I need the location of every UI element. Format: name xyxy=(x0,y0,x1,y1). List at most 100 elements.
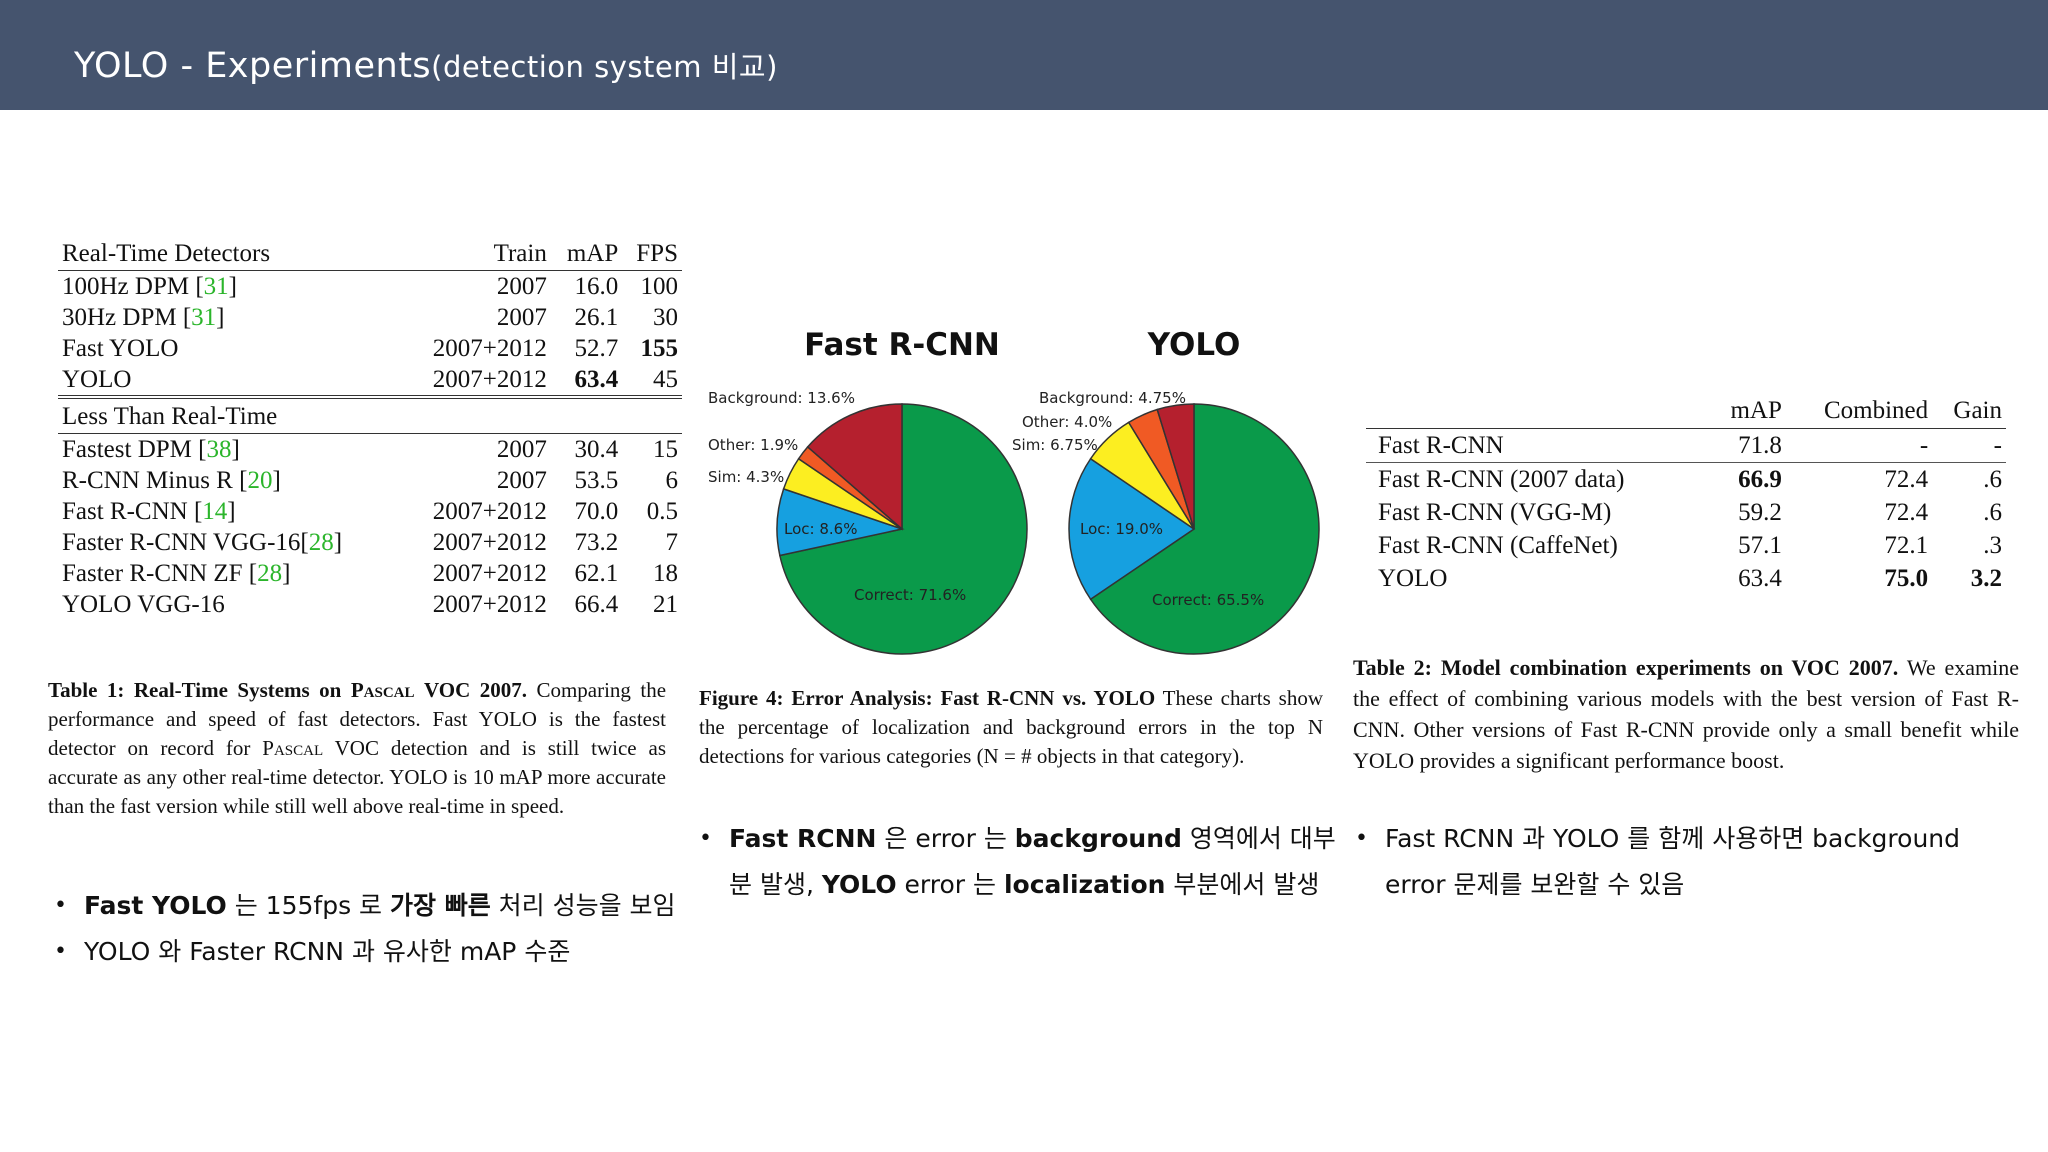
table-row: 100Hz DPM [31] 2007 16.0 100 xyxy=(58,271,682,303)
table-header-row: mAP Combined Gain xyxy=(1366,392,2006,429)
detector-name: YOLO VGG-16 xyxy=(62,591,225,618)
fps-cell: 15 xyxy=(653,436,678,463)
pie-slice-label: Background: 4.75% xyxy=(1039,389,1186,407)
table-row: Fast YOLO 2007+2012 52.7 155 xyxy=(58,333,682,364)
fps-cell: 6 xyxy=(665,467,679,494)
model-name: Fast R-CNN (VGG-M) xyxy=(1378,499,1612,526)
table-row: Faster R-CNN ZF [28] 2007+2012 62.1 18 xyxy=(58,558,682,589)
gain-cell: .3 xyxy=(1983,532,2002,559)
fps-cell: 45 xyxy=(622,364,682,399)
gain-cell: .6 xyxy=(1983,466,2002,493)
pie-slice-label: Loc: 19.0% xyxy=(1080,520,1163,538)
column-header: mAP xyxy=(550,236,623,271)
detector-name: 30Hz DPM [31] xyxy=(62,304,225,331)
model-name: YOLO xyxy=(1378,565,1448,592)
map-cell: 63.4 xyxy=(1738,565,1782,592)
column-header: Combined xyxy=(1785,392,1933,429)
table-row: YOLO VGG-16 2007+2012 66.4 21 xyxy=(58,589,682,620)
table-header-row: Real-Time Detectors Train mAP FPS xyxy=(58,236,682,271)
detector-name: Fastest DPM [38] xyxy=(62,436,240,463)
table-realtime-systems: Real-Time Detectors Train mAP FPS 100Hz … xyxy=(58,236,682,620)
pie-slice-label: Correct: 65.5% xyxy=(1152,591,1264,609)
pie-slice xyxy=(1156,403,1195,530)
pie-slice-label: Sim: 4.3% xyxy=(708,468,784,486)
train-cell: 2007 xyxy=(496,436,547,463)
detector-name: Faster R-CNN ZF [28] xyxy=(62,560,291,587)
detector-name: R-CNN Minus R [20] xyxy=(62,467,281,494)
pie-slice-label: Other: 1.9% xyxy=(708,436,798,454)
notes-right: Fast RCNN 과 YOLO 를 함께 사용하면 background er… xyxy=(1355,816,2005,908)
pie-slice-label: Sim: 6.75% xyxy=(1012,436,1098,454)
map-cell: 71.8 xyxy=(1708,428,1786,463)
note-item: YOLO 와 Faster RCNN 과 유사한 mAP 수준 xyxy=(54,929,694,975)
map-cell: 66.9 xyxy=(1738,466,1782,493)
pie-slice-label: Other: 4.0% xyxy=(1022,413,1112,431)
detector-name: YOLO xyxy=(58,364,405,399)
section-header-row: Less Than Real-Time xyxy=(58,397,682,434)
fps-cell: 100 xyxy=(640,273,679,300)
pie-title: YOLO xyxy=(1147,327,1241,363)
column-header: Gain xyxy=(1932,392,2006,429)
pie-slice-label: Correct: 71.6% xyxy=(854,586,966,604)
pie-slice-label: Background: 13.6% xyxy=(708,389,855,407)
table-model-combination: mAP Combined Gain Fast R-CNN 71.8- - Fast R… xyxy=(1366,392,2006,595)
map-cell: 57.1 xyxy=(1738,532,1782,559)
table-row: Fast R-CNN [14] 2007+2012 70.0 0.5 xyxy=(58,496,682,527)
map-cell: 70.0 xyxy=(574,498,619,525)
map-cell: 63.4 xyxy=(550,364,623,399)
detector-name: Faster R-CNN VGG-16[28] xyxy=(62,529,343,556)
gain-cell: .6 xyxy=(1983,499,2002,526)
map-cell: 59.2 xyxy=(1738,499,1782,526)
note-item: Fast YOLO 는 155fps 로 가장 빠른 처리 성능을 보임 xyxy=(54,883,694,929)
map-cell: 16.0 xyxy=(574,273,619,300)
pie-slice xyxy=(806,403,903,531)
table-row: Fast R-CNN 71.8- - xyxy=(1366,428,2006,463)
pie-slice xyxy=(1068,457,1196,601)
column-header: mAP xyxy=(1708,392,1786,429)
table-row: Fast R-CNN (VGG-M) 59.2 72.4 .6 xyxy=(1366,496,2006,529)
title-bar xyxy=(0,0,2048,110)
fps-cell: 7 xyxy=(665,529,679,556)
pie-slice xyxy=(1089,403,1320,655)
map-cell: 26.1 xyxy=(574,304,619,331)
detector-name: Fast R-CNN [14] xyxy=(62,498,236,525)
map-cell: 66.4 xyxy=(574,591,619,618)
table-row: YOLO 63.4 75.0 3.2 xyxy=(1366,562,2006,595)
note-item: Fast RCNN 과 YOLO 를 함께 사용하면 background er… xyxy=(1355,816,2005,908)
table-row: Fastest DPM [38] 2007 30.4 15 xyxy=(58,434,682,466)
gain-cell: 3.2 xyxy=(1970,565,2002,592)
combined-cell: 72.4 xyxy=(1884,466,1929,493)
map-cell: 62.1 xyxy=(574,560,619,587)
train-cell: 2007+2012 xyxy=(432,560,547,587)
table-row: R-CNN Minus R [20] 2007 53.5 6 xyxy=(58,465,682,496)
table-row: 30Hz DPM [31] 2007 26.1 30 xyxy=(58,302,682,333)
fps-cell: 0.5 xyxy=(646,498,678,525)
column-header: Train xyxy=(404,236,551,271)
slide-title: YOLO - Experiments(detection system 비교) xyxy=(74,46,778,86)
train-cell: 2007 xyxy=(496,304,547,331)
combined-cell: 75.0 xyxy=(1884,565,1929,592)
train-cell: 2007 xyxy=(496,273,547,300)
map-cell: 53.5 xyxy=(574,467,619,494)
fps-cell: 21 xyxy=(653,591,678,618)
notes-left: Fast YOLO 는 155fps 로 가장 빠른 처리 성능을 보임 YOL… xyxy=(54,883,694,975)
gain-cell: - xyxy=(1932,428,2006,463)
train-cell: 2007+2012 xyxy=(432,335,547,362)
fps-cell: 30 xyxy=(653,304,678,331)
combined-cell: 72.1 xyxy=(1884,532,1929,559)
note-item: Fast RCNN 은 error 는 background 영역에서 대부분 … xyxy=(699,816,1339,908)
model-name: Fast R-CNN xyxy=(1366,428,1709,463)
fps-cell: 155 xyxy=(640,335,679,362)
combined-cell: 72.4 xyxy=(1884,499,1929,526)
map-cell: 52.7 xyxy=(574,335,619,362)
model-name: Fast R-CNN (2007 data) xyxy=(1378,466,1625,493)
figure4-caption: Figure 4: Error Analysis: Fast R-CNN vs.… xyxy=(699,686,1323,768)
column-header: Real-Time Detectors xyxy=(58,236,405,271)
map-cell: 30.4 xyxy=(574,436,619,463)
train-cell: 2007 xyxy=(496,467,547,494)
detector-name: 100Hz DPM [31] xyxy=(62,273,237,300)
notes-middle: Fast RCNN 은 error 는 background 영역에서 대부분 … xyxy=(699,816,1339,908)
section-label: Less Than Real-Time xyxy=(58,397,682,434)
table-row: Fast R-CNN (CaffeNet) 57.1 72.1 .3 xyxy=(1366,529,2006,562)
combined-cell: - xyxy=(1785,428,1933,463)
